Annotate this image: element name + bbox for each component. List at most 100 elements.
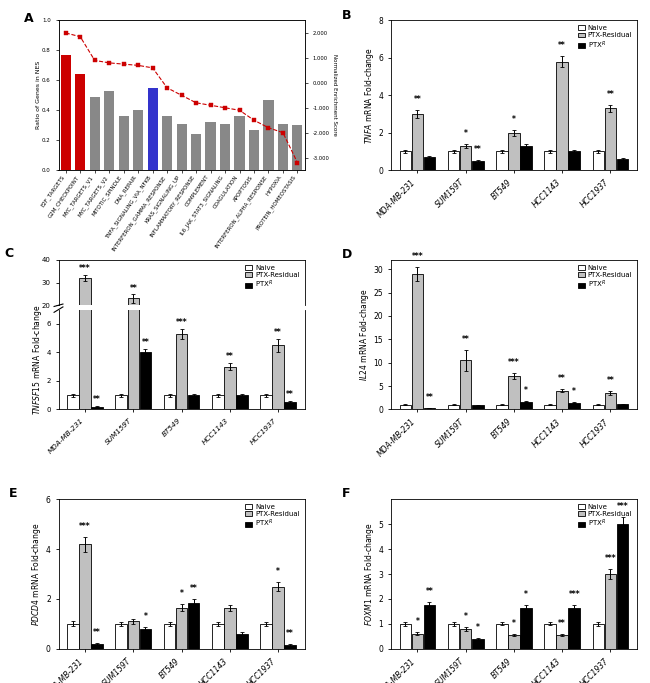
Text: **: ** xyxy=(93,628,101,637)
Bar xyxy=(448,405,460,410)
Bar xyxy=(133,110,143,170)
Bar xyxy=(400,152,411,170)
Bar xyxy=(212,624,224,649)
Bar xyxy=(411,274,423,410)
Bar xyxy=(556,61,568,170)
Bar xyxy=(272,346,284,410)
Bar xyxy=(212,348,224,350)
Bar xyxy=(593,152,605,170)
Bar xyxy=(116,624,127,649)
Bar xyxy=(212,395,224,410)
Bar xyxy=(472,639,484,649)
Text: *: * xyxy=(524,386,528,395)
Legend: Naive, PTX-Residual, PTX$^R$: Naive, PTX-Residual, PTX$^R$ xyxy=(577,24,634,52)
Bar xyxy=(79,544,91,649)
Bar xyxy=(116,348,127,350)
Bar xyxy=(292,125,302,170)
Bar xyxy=(60,55,71,170)
Text: **: ** xyxy=(286,629,294,639)
Bar xyxy=(104,91,114,170)
Text: ***: *** xyxy=(508,358,520,367)
Bar xyxy=(224,344,236,350)
Text: **: ** xyxy=(558,41,566,50)
Y-axis label: Normalized Enrichment Score: Normalized Enrichment Score xyxy=(332,55,337,136)
Text: ***: *** xyxy=(79,522,91,531)
Bar xyxy=(263,100,274,170)
Text: **: ** xyxy=(129,283,137,292)
Bar xyxy=(164,624,176,649)
Bar xyxy=(411,634,423,649)
Bar xyxy=(593,405,605,410)
Bar xyxy=(205,122,216,170)
Y-axis label: $\mathit{IL24}$ mRNA Fold-change: $\mathit{IL24}$ mRNA Fold-change xyxy=(358,288,370,381)
Bar xyxy=(176,608,187,649)
Text: ***: *** xyxy=(617,502,629,511)
Text: *: * xyxy=(512,115,516,124)
Bar xyxy=(91,644,103,649)
Text: F: F xyxy=(342,487,350,500)
Text: *: * xyxy=(463,128,467,137)
Text: *: * xyxy=(572,387,576,396)
Bar xyxy=(118,116,129,170)
Bar xyxy=(91,406,103,410)
Bar xyxy=(604,109,616,170)
Text: C: C xyxy=(5,247,14,260)
Bar xyxy=(220,124,230,170)
Bar xyxy=(140,629,151,649)
Text: **: ** xyxy=(274,328,282,337)
Bar xyxy=(79,278,91,350)
Bar xyxy=(188,602,200,649)
Bar xyxy=(278,124,288,170)
Bar xyxy=(424,408,436,410)
Text: ***: *** xyxy=(569,589,580,599)
Bar xyxy=(424,157,436,170)
Bar xyxy=(79,0,91,410)
Bar xyxy=(460,145,471,170)
Bar xyxy=(224,367,236,410)
Bar xyxy=(235,116,244,170)
Bar xyxy=(508,376,520,410)
Bar xyxy=(236,348,248,350)
Bar xyxy=(448,624,460,649)
Bar xyxy=(127,622,139,649)
Text: **: ** xyxy=(142,337,150,347)
Text: *: * xyxy=(276,566,280,576)
Bar xyxy=(188,395,200,410)
Text: **: ** xyxy=(93,395,101,404)
Bar xyxy=(164,395,176,410)
Bar xyxy=(508,635,520,649)
Bar xyxy=(116,395,127,410)
Text: **: ** xyxy=(606,376,614,385)
Text: **: ** xyxy=(474,145,482,154)
Text: **: ** xyxy=(606,90,614,99)
Bar xyxy=(496,624,508,649)
Text: ***: *** xyxy=(79,264,91,273)
Text: *: * xyxy=(144,612,148,621)
Bar xyxy=(617,159,629,170)
Text: *: * xyxy=(512,619,516,628)
Bar xyxy=(272,587,284,649)
Text: D: D xyxy=(342,248,352,261)
Bar xyxy=(617,524,629,649)
Bar xyxy=(460,629,471,649)
Y-axis label: $\mathit{TNFSF15}$ mRNA Fold-change: $\mathit{TNFSF15}$ mRNA Fold-change xyxy=(31,304,44,415)
Bar xyxy=(472,405,484,410)
Bar xyxy=(617,404,629,410)
Bar xyxy=(544,152,556,170)
Bar xyxy=(249,130,259,170)
Text: *: * xyxy=(524,589,528,599)
Bar xyxy=(236,634,248,649)
Bar xyxy=(188,348,200,350)
Text: **: ** xyxy=(286,390,294,399)
Bar xyxy=(148,88,158,170)
Bar xyxy=(569,152,580,170)
Bar xyxy=(236,395,248,410)
Text: **: ** xyxy=(426,587,434,596)
Bar xyxy=(260,624,272,649)
Bar xyxy=(448,152,460,170)
Text: ***: *** xyxy=(176,318,187,326)
Bar xyxy=(140,342,151,350)
Bar xyxy=(140,352,151,410)
Bar xyxy=(520,402,532,410)
Bar xyxy=(285,402,296,410)
